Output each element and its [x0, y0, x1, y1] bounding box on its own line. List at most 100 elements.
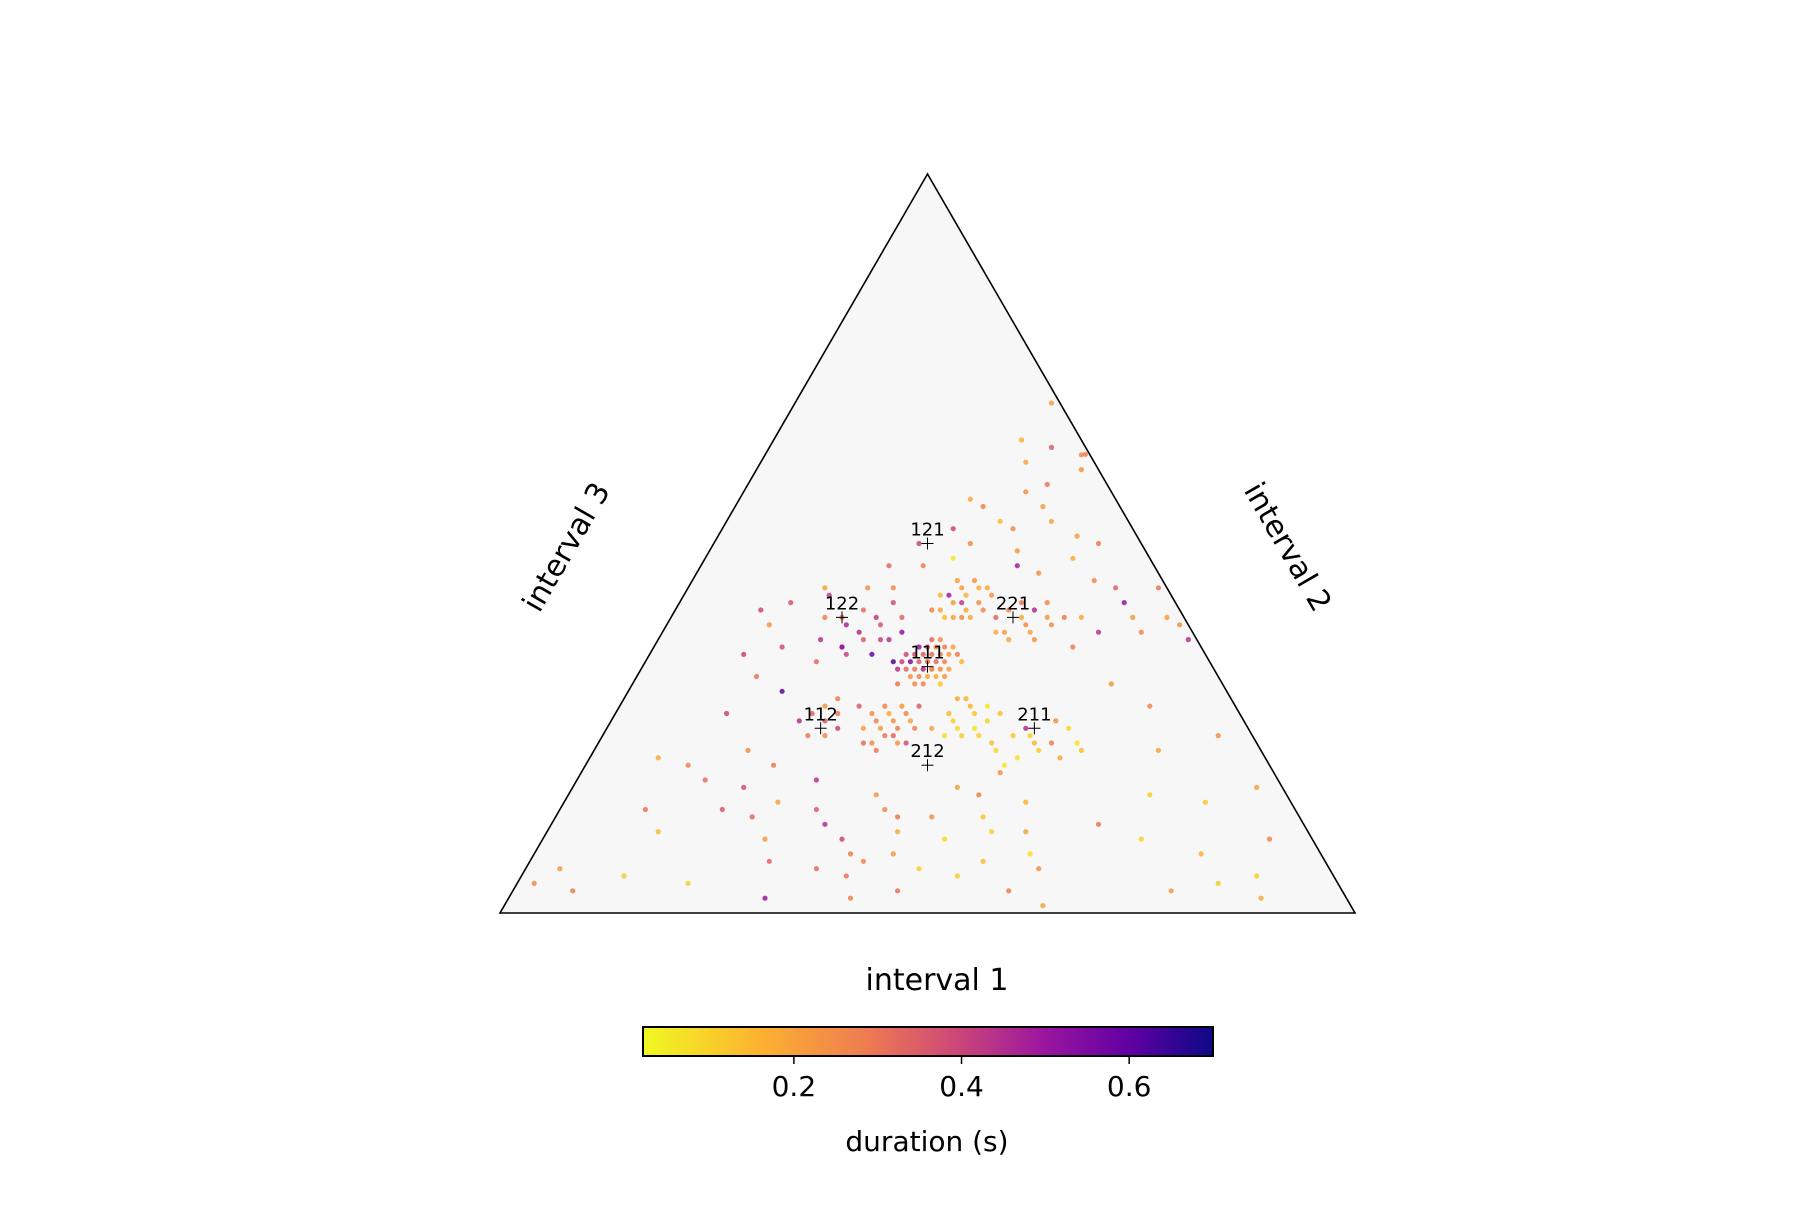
data-point [1202, 799, 1208, 805]
data-point [1057, 755, 1063, 761]
data-point [929, 814, 935, 820]
data-point [916, 659, 922, 665]
data-point [856, 629, 862, 635]
data-point [813, 659, 820, 665]
data-point [1048, 740, 1055, 746]
data-point [685, 762, 691, 768]
data-point [895, 681, 901, 687]
data-point [1215, 733, 1221, 739]
data-point [942, 644, 948, 650]
data-point [1138, 629, 1144, 635]
data-point [873, 792, 879, 798]
data-point [950, 644, 956, 650]
data-point [937, 651, 943, 657]
data-point [1070, 644, 1076, 650]
data-point [989, 592, 995, 598]
data-point [954, 577, 961, 584]
data-point [954, 784, 961, 791]
data-point [937, 607, 943, 613]
reference-rhythms: 111 121 122 221 112 211 212 [803, 520, 1052, 772]
data-point [890, 733, 896, 739]
data-point [959, 733, 965, 739]
plot-area: 111 121 122 221 112 211 212 [498, 172, 1357, 914]
data-point [933, 644, 939, 650]
data-point [903, 740, 909, 746]
data-point [950, 526, 956, 532]
data-point [822, 703, 828, 709]
data-point [860, 725, 867, 731]
data-point [895, 725, 901, 731]
data-point [933, 673, 939, 680]
data-point [745, 747, 751, 754]
reference-marker-122: 122 [825, 593, 859, 624]
data-point [903, 651, 909, 658]
data-point [1031, 637, 1037, 643]
data-point [1048, 400, 1055, 406]
data-point [937, 592, 943, 598]
data-point [937, 666, 943, 672]
data-point [954, 696, 961, 702]
data-point [903, 710, 909, 717]
data-point [822, 733, 828, 739]
data-point [895, 666, 901, 672]
data-point [1074, 533, 1080, 539]
data-point [1023, 725, 1029, 731]
data-point [702, 777, 708, 783]
data-point [873, 718, 879, 724]
data-point [1023, 489, 1029, 495]
data-point [1266, 836, 1273, 842]
data-point [1130, 614, 1136, 621]
data-point [1044, 481, 1050, 487]
data-point [989, 829, 995, 835]
data-point [860, 858, 867, 864]
data-point [1254, 873, 1260, 879]
data-point [719, 806, 725, 813]
data-point [1258, 895, 1264, 901]
data-point [916, 673, 922, 680]
data-point [741, 651, 747, 658]
data-point [1018, 600, 1025, 606]
colorbar-tick-label: 0.6 [1107, 1070, 1152, 1103]
data-point [865, 585, 871, 591]
data-point [1006, 637, 1012, 643]
data-point [924, 644, 931, 650]
data-point [1031, 607, 1037, 613]
data-point [1095, 821, 1102, 827]
data-point [813, 777, 820, 783]
data-point [1014, 563, 1020, 569]
data-point [1254, 784, 1260, 791]
data-point [1113, 585, 1119, 591]
data-point [1001, 762, 1008, 768]
axis-label-interval-1: interval 1 [866, 963, 1009, 998]
data-point [856, 703, 862, 709]
data-point [954, 651, 961, 657]
data-point [980, 814, 986, 820]
data-point [989, 740, 995, 746]
data-point [835, 710, 841, 717]
data-point [642, 806, 649, 813]
data-point [1108, 681, 1114, 687]
data-point [877, 637, 884, 643]
data-point [1027, 851, 1033, 857]
data-point [976, 585, 982, 591]
data-point [1023, 459, 1029, 465]
colorbar-label: duration (s) [845, 1125, 1008, 1158]
data-point [1177, 622, 1183, 628]
data-point [963, 592, 969, 598]
data-point [869, 651, 875, 657]
data-point [963, 696, 969, 702]
data-point [950, 718, 956, 724]
data-point [976, 792, 982, 798]
data-point [933, 659, 939, 665]
data-point [1014, 548, 1020, 554]
reference-label-221: 221 [996, 593, 1030, 614]
data-point [993, 614, 999, 621]
data-point [942, 836, 948, 842]
reference-marker-111: 111 [910, 643, 945, 673]
data-point [822, 614, 828, 621]
data-point [971, 725, 978, 731]
data-point [971, 710, 978, 717]
data-point [1066, 725, 1072, 731]
data-point [950, 555, 956, 561]
data-point [1018, 614, 1025, 621]
